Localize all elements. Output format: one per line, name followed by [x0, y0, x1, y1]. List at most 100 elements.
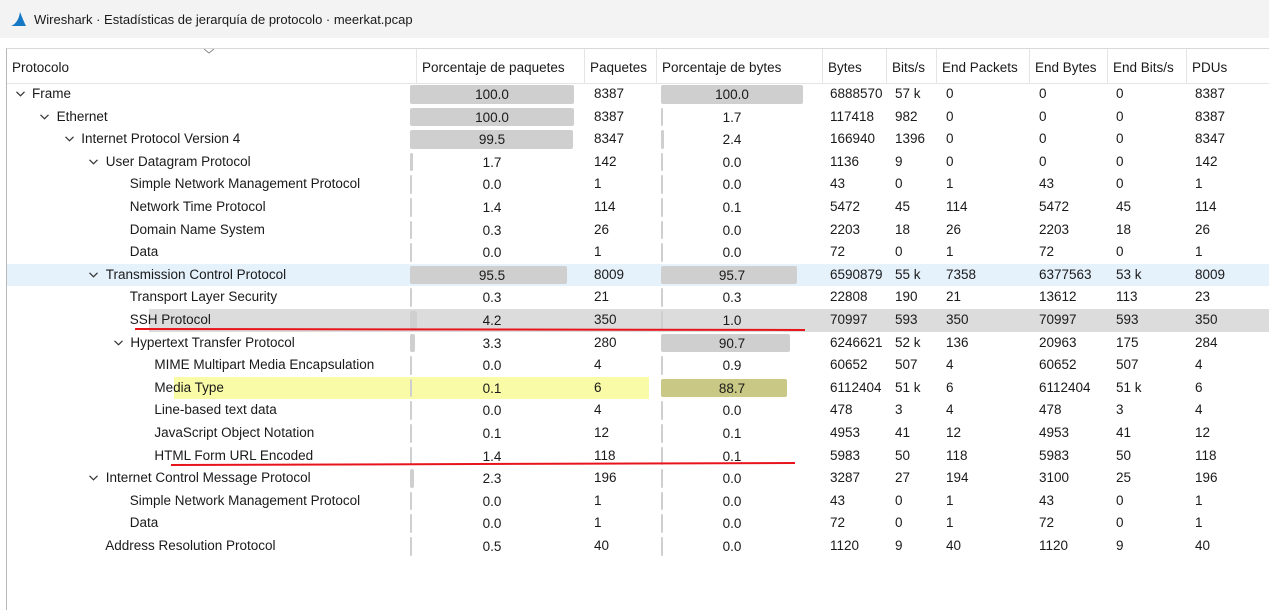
pdus-value: 114	[1195, 199, 1217, 214]
table-row[interactable]: Line-based text data 0.0 0.0 4 478 3 4 478 3 4	[7, 399, 1269, 422]
protocol-cell[interactable]: Internet Control Message Protocol	[7, 467, 411, 490]
chevron-down-icon[interactable]	[63, 128, 75, 151]
table-row[interactable]: MIME Multipart Media Encapsulation 0.0 0.9…	[7, 354, 1269, 377]
end-bytes-value: 2203	[1039, 221, 1070, 237]
chevron-down-icon[interactable]	[88, 264, 100, 287]
protocol-cell[interactable]: User Datagram Protocol	[7, 151, 411, 174]
table-row[interactable]: Simple Network Management Protocol 0.0 0.0…	[7, 490, 1269, 513]
packets-value: 1	[594, 244, 602, 260]
chevron-down-icon[interactable]	[39, 106, 51, 129]
table-row[interactable]: Hypertext Transfer Protocol 3.3 90.7 280 624…	[7, 332, 1269, 355]
end-packets-value: 1	[946, 515, 954, 531]
protocol-cell[interactable]: JavaScript Object Notation	[7, 422, 411, 445]
table-row[interactable]: JavaScript Object Notation 0.1 0.1 12 4953 41…	[7, 422, 1269, 445]
protocol-cell[interactable]: Frame	[7, 83, 411, 106]
column-header-end-bytes[interactable]: End Bytes	[1030, 49, 1108, 83]
byte-percent-cell: 0.0	[661, 400, 803, 421]
table-row[interactable]: User Datagram Protocol 1.7 0.0 142 1136 9 0 0 0 1…	[7, 151, 1269, 174]
column-header-pdus[interactable]: PDUs	[1192, 60, 1228, 75]
table-row[interactable]: Address Resolution Protocol 0.5 0.0 40 1120 9…	[7, 535, 1269, 558]
chevron-down-icon[interactable]	[14, 83, 26, 106]
packet-percent-cell: 95.5	[410, 265, 574, 286]
protocol-cell[interactable]: Ethernet	[7, 106, 411, 129]
protocol-cell[interactable]: Line-based text data	[7, 399, 411, 422]
table-row[interactable]: Network Time Protocol 1.4 0.1 114 5472 45 114 5…	[7, 196, 1269, 219]
column-header-end-packets[interactable]: End Packets	[937, 49, 1030, 83]
bits-per-sec-value: 9	[895, 153, 903, 169]
byte-percent-cell: 0.1	[661, 423, 803, 444]
protocol-cell[interactable]: SSH Protocol	[7, 309, 411, 332]
pdus-value: 8387	[1195, 86, 1226, 101]
packet-percent-bar	[410, 333, 416, 353]
end-bits-per-sec-value: 51 k	[1116, 379, 1142, 395]
end-packets-value: 1	[946, 176, 954, 192]
protocol-cell[interactable]: Simple Network Management Protocol	[7, 173, 411, 196]
table-row[interactable]: Transport Layer Security 0.3 0.3 21 22808 190…	[7, 286, 1269, 309]
table-row[interactable]: HTML Form URL Encoded 1.4 0.1 118 5983 50 118 5…	[7, 445, 1269, 468]
chevron-down-icon[interactable]	[88, 151, 100, 174]
chevron-down-icon[interactable]	[112, 332, 124, 355]
column-header-byte-percent[interactable]: Porcentaje de bytes	[657, 49, 823, 83]
end-bytes-value: 0	[1039, 153, 1047, 169]
protocol-cell[interactable]: Media Type	[7, 377, 411, 400]
byte-percent-bar	[661, 220, 663, 240]
window-titlebar: Wireshark · Estadísticas de jerarquía de…	[0, 0, 1269, 38]
end-bits-per-sec-value: 0	[1116, 176, 1124, 192]
table-row[interactable]: Frame 100.0 100.0 8387 6888570 57 k 0 0 0 8387	[7, 83, 1269, 106]
table-row[interactable]: Internet Protocol Version 4 99.5 2.4 8347 16…	[7, 128, 1269, 151]
protocol-cell[interactable]: Network Time Protocol	[7, 196, 411, 219]
table-row[interactable]: Simple Network Management Protocol 0.0 0.0…	[7, 173, 1269, 196]
protocol-cell[interactable]: Hypertext Transfer Protocol	[7, 332, 411, 355]
protocol-cell[interactable]: Transport Layer Security	[7, 286, 411, 309]
protocol-cell[interactable]: Data	[7, 241, 411, 264]
table-row[interactable]: Data 0.0 0.0 1 72 0 1 72 0 1	[7, 241, 1269, 264]
packet-percent-value: 2.3	[482, 471, 502, 487]
table-row[interactable]: Media Type 0.1 88.7 6 6112404 51 k 6 6112404 51 …	[7, 376, 1269, 400]
column-header-end-bits-per-sec[interactable]: End Bits/s	[1108, 49, 1187, 83]
column-header-bytes[interactable]: Bytes	[823, 49, 887, 83]
protocol-cell[interactable]: Simple Network Management Protocol	[7, 490, 411, 513]
table-row[interactable]: Transmission Control Protocol 95.5 95.7 800…	[7, 263, 1269, 287]
byte-percent-cell: 0.0	[661, 491, 803, 512]
protocol-cell[interactable]: Address Resolution Protocol	[7, 535, 411, 558]
column-header-packet-percent[interactable]: Porcentaje de paquetes	[417, 49, 585, 83]
packet-percent-value: 99.5	[478, 132, 506, 148]
packet-percent-bar	[410, 491, 412, 511]
packet-percent-cell: 1.4	[410, 446, 574, 467]
column-header-protocol[interactable]: Protocolo	[7, 49, 417, 83]
byte-percent-value: 1.0	[722, 313, 742, 328]
protocol-name: Address Resolution Protocol	[105, 538, 276, 553]
bytes-value: 60652	[830, 357, 868, 373]
bytes-value: 1120	[830, 538, 860, 553]
byte-percent-value: 0.0	[722, 471, 742, 487]
protocol-cell[interactable]: Transmission Control Protocol	[7, 264, 411, 287]
end-bytes-value: 60652	[1039, 357, 1077, 373]
end-bytes-value: 0	[1039, 131, 1047, 147]
byte-percent-bar	[661, 85, 803, 104]
packet-percent-bar	[410, 130, 574, 149]
end-bits-per-sec-value: 0	[1116, 515, 1124, 531]
protocol-cell[interactable]: MIME Multipart Media Encapsulation	[7, 354, 411, 377]
table-row[interactable]: Domain Name System 0.3 0.0 26 2203 18 26 2203 18…	[7, 219, 1269, 242]
packet-percent-cell: 0.1	[410, 423, 574, 444]
protocol-cell[interactable]: HTML Form URL Encoded	[7, 445, 411, 468]
protocol-cell[interactable]: Internet Protocol Version 4	[7, 128, 411, 151]
table-row[interactable]: SSH Protocol 4.2 1.0 350 70997 593 350 70997 593…	[7, 309, 1269, 332]
protocol-cell[interactable]: Data	[7, 512, 411, 535]
end-packets-value: 40	[946, 538, 962, 553]
wireshark-fin-icon	[8, 9, 28, 29]
protocol-cell[interactable]: Domain Name System	[7, 219, 411, 242]
bytes-value: 72	[830, 244, 846, 260]
pdus-value: 118	[1195, 447, 1217, 463]
column-header-packets[interactable]: Paquetes	[585, 49, 657, 83]
table-row[interactable]: Data 0.0 0.0 1 72 0 1 72 0 1	[7, 512, 1269, 535]
bits-per-sec-value: 0	[895, 244, 903, 260]
protocol-hierarchy-table[interactable]: Protocolo Porcentaje de paquetes Paquetes P…	[6, 48, 1269, 610]
packet-percent-value: 0.3	[482, 222, 502, 238]
chevron-down-icon[interactable]	[88, 467, 100, 490]
column-header-bits-per-sec[interactable]: Bits/s	[887, 49, 937, 83]
protocol-name: Media Type	[154, 379, 224, 395]
table-row[interactable]: Ethernet 100.0 1.7 8387 117418 982 0 0 0 8387	[7, 106, 1269, 129]
table-row[interactable]: Internet Control Message Protocol 2.3 0.0 1…	[7, 467, 1269, 490]
protocol-name: SSH Protocol	[129, 312, 211, 327]
